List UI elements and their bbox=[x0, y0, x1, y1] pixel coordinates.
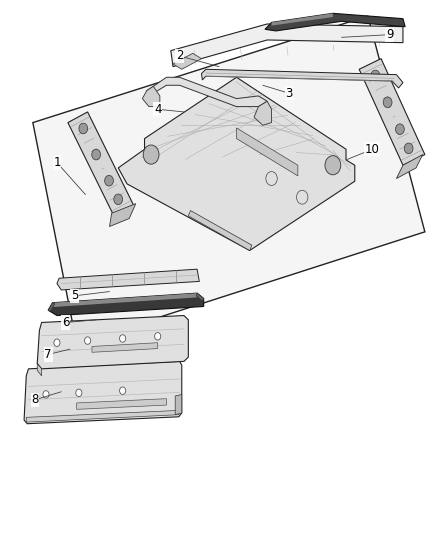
Polygon shape bbox=[118, 77, 355, 251]
Circle shape bbox=[76, 389, 82, 397]
Circle shape bbox=[383, 97, 392, 108]
Polygon shape bbox=[173, 53, 201, 69]
Text: 6: 6 bbox=[62, 316, 70, 329]
Text: 4: 4 bbox=[154, 103, 162, 116]
Circle shape bbox=[396, 124, 404, 134]
Text: 9: 9 bbox=[386, 28, 394, 41]
Text: 8: 8 bbox=[32, 393, 39, 406]
Polygon shape bbox=[48, 293, 204, 316]
Text: 1: 1 bbox=[53, 156, 61, 169]
Polygon shape bbox=[142, 86, 160, 107]
Circle shape bbox=[79, 123, 88, 134]
Polygon shape bbox=[188, 211, 252, 251]
Circle shape bbox=[105, 175, 113, 186]
Circle shape bbox=[54, 339, 60, 346]
Text: 2: 2 bbox=[176, 50, 184, 62]
Polygon shape bbox=[396, 155, 423, 179]
Circle shape bbox=[155, 333, 161, 340]
Circle shape bbox=[120, 335, 126, 342]
Text: 10: 10 bbox=[365, 143, 380, 156]
Circle shape bbox=[371, 70, 380, 81]
Polygon shape bbox=[24, 361, 182, 424]
Polygon shape bbox=[265, 13, 405, 31]
Polygon shape bbox=[48, 303, 55, 311]
Polygon shape bbox=[175, 394, 182, 415]
Polygon shape bbox=[110, 204, 136, 227]
Circle shape bbox=[92, 149, 101, 160]
Polygon shape bbox=[53, 293, 197, 307]
Polygon shape bbox=[201, 69, 403, 88]
Polygon shape bbox=[26, 410, 179, 422]
Text: 7: 7 bbox=[44, 348, 52, 361]
Polygon shape bbox=[171, 24, 403, 67]
Circle shape bbox=[143, 145, 159, 164]
Circle shape bbox=[404, 143, 413, 154]
Polygon shape bbox=[92, 343, 158, 352]
Text: 3: 3 bbox=[286, 87, 293, 100]
Circle shape bbox=[85, 337, 91, 344]
Polygon shape bbox=[147, 77, 267, 107]
Circle shape bbox=[43, 391, 49, 398]
Polygon shape bbox=[196, 293, 204, 301]
Polygon shape bbox=[359, 59, 425, 165]
Polygon shape bbox=[33, 16, 425, 344]
Circle shape bbox=[114, 194, 123, 205]
Polygon shape bbox=[37, 316, 188, 369]
Text: 5: 5 bbox=[71, 289, 78, 302]
Polygon shape bbox=[57, 269, 199, 290]
Polygon shape bbox=[254, 101, 272, 125]
Polygon shape bbox=[37, 364, 42, 376]
Circle shape bbox=[120, 387, 126, 394]
Circle shape bbox=[325, 156, 341, 175]
Polygon shape bbox=[237, 128, 298, 176]
Polygon shape bbox=[77, 399, 166, 409]
Polygon shape bbox=[272, 13, 333, 26]
Polygon shape bbox=[68, 112, 134, 216]
